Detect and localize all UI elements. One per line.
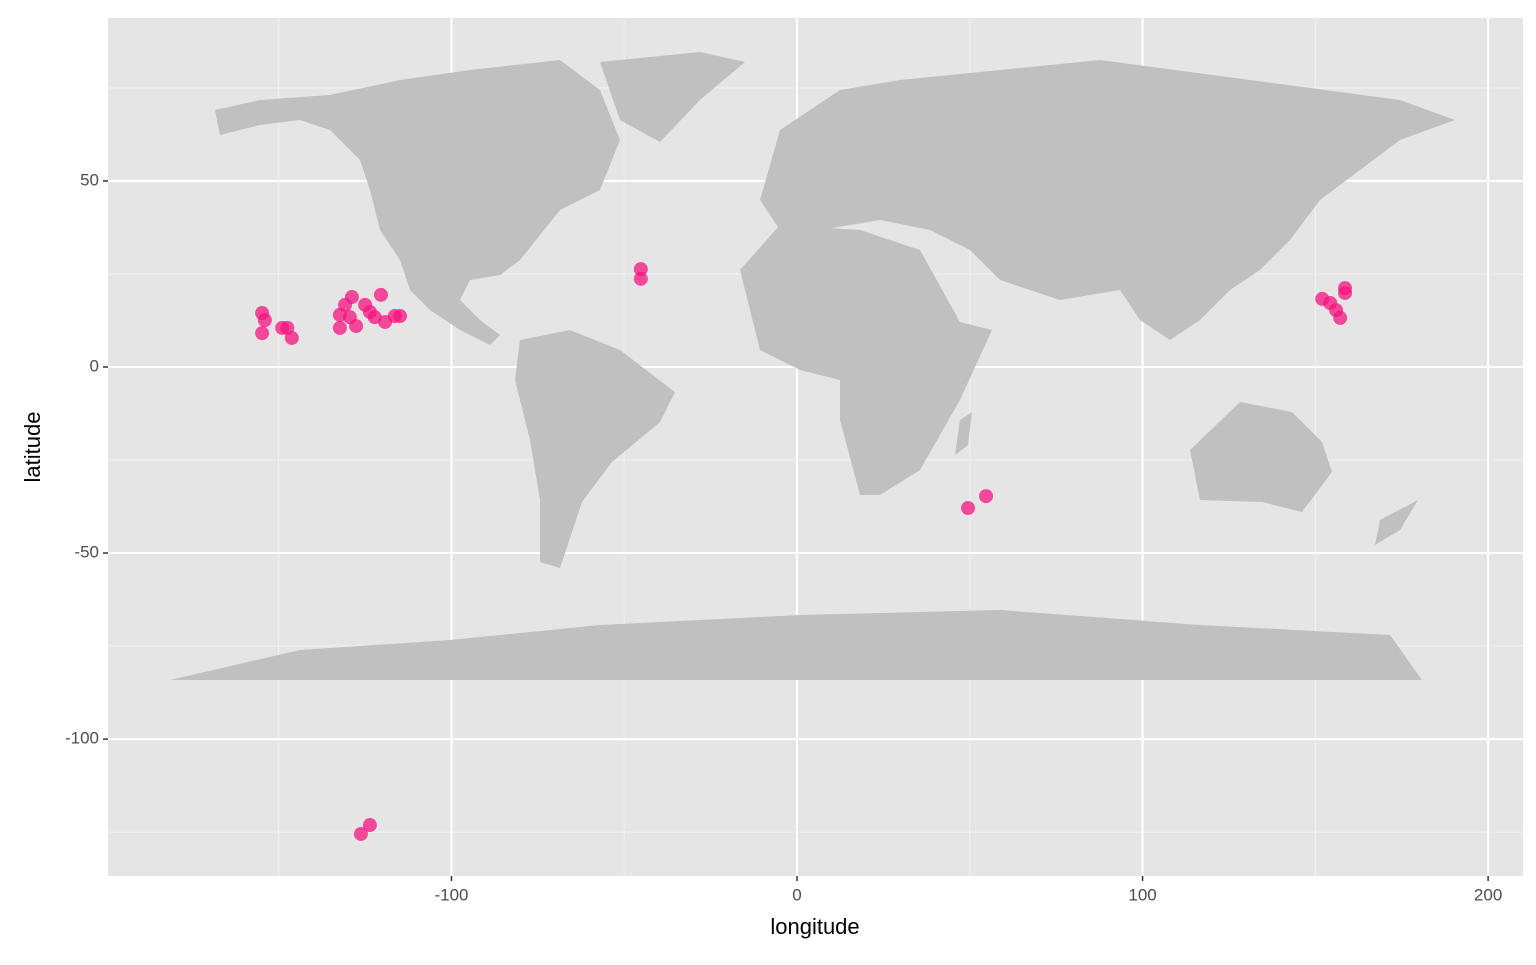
south-america — [515, 330, 675, 568]
greenland — [600, 52, 745, 142]
new-zealand — [1375, 500, 1418, 545]
x-tick-label: 200 — [1474, 885, 1502, 904]
point — [633, 262, 648, 277]
north-america — [215, 60, 620, 345]
x-axis-title: longitude — [770, 914, 859, 939]
point — [961, 501, 976, 516]
world-map — [170, 52, 1455, 680]
y-tick-label: -100 — [65, 729, 99, 748]
point — [344, 290, 359, 305]
point — [332, 320, 347, 335]
point — [1333, 310, 1348, 325]
point — [373, 287, 388, 302]
point — [367, 310, 382, 325]
point — [257, 313, 272, 328]
eurasia — [760, 60, 1455, 340]
point — [979, 489, 994, 504]
x-tick-label: 0 — [792, 885, 801, 904]
point — [392, 309, 407, 324]
point — [284, 330, 299, 345]
antarctica — [170, 610, 1422, 680]
point — [633, 271, 648, 286]
australia — [1190, 402, 1332, 512]
madagascar — [955, 412, 972, 455]
y-tick-label: 0 — [90, 356, 99, 375]
point — [342, 310, 357, 325]
x-tick-label: -100 — [434, 885, 468, 904]
y-tick-label: -50 — [74, 543, 99, 562]
points — [255, 262, 1353, 841]
point — [1338, 285, 1353, 300]
y-axis-title: latitude — [20, 412, 45, 483]
x-tick-label: 100 — [1128, 885, 1156, 904]
africa — [740, 225, 992, 495]
y-tick-label: 50 — [80, 170, 99, 189]
point — [362, 818, 377, 833]
point — [255, 326, 270, 341]
point — [353, 826, 368, 841]
